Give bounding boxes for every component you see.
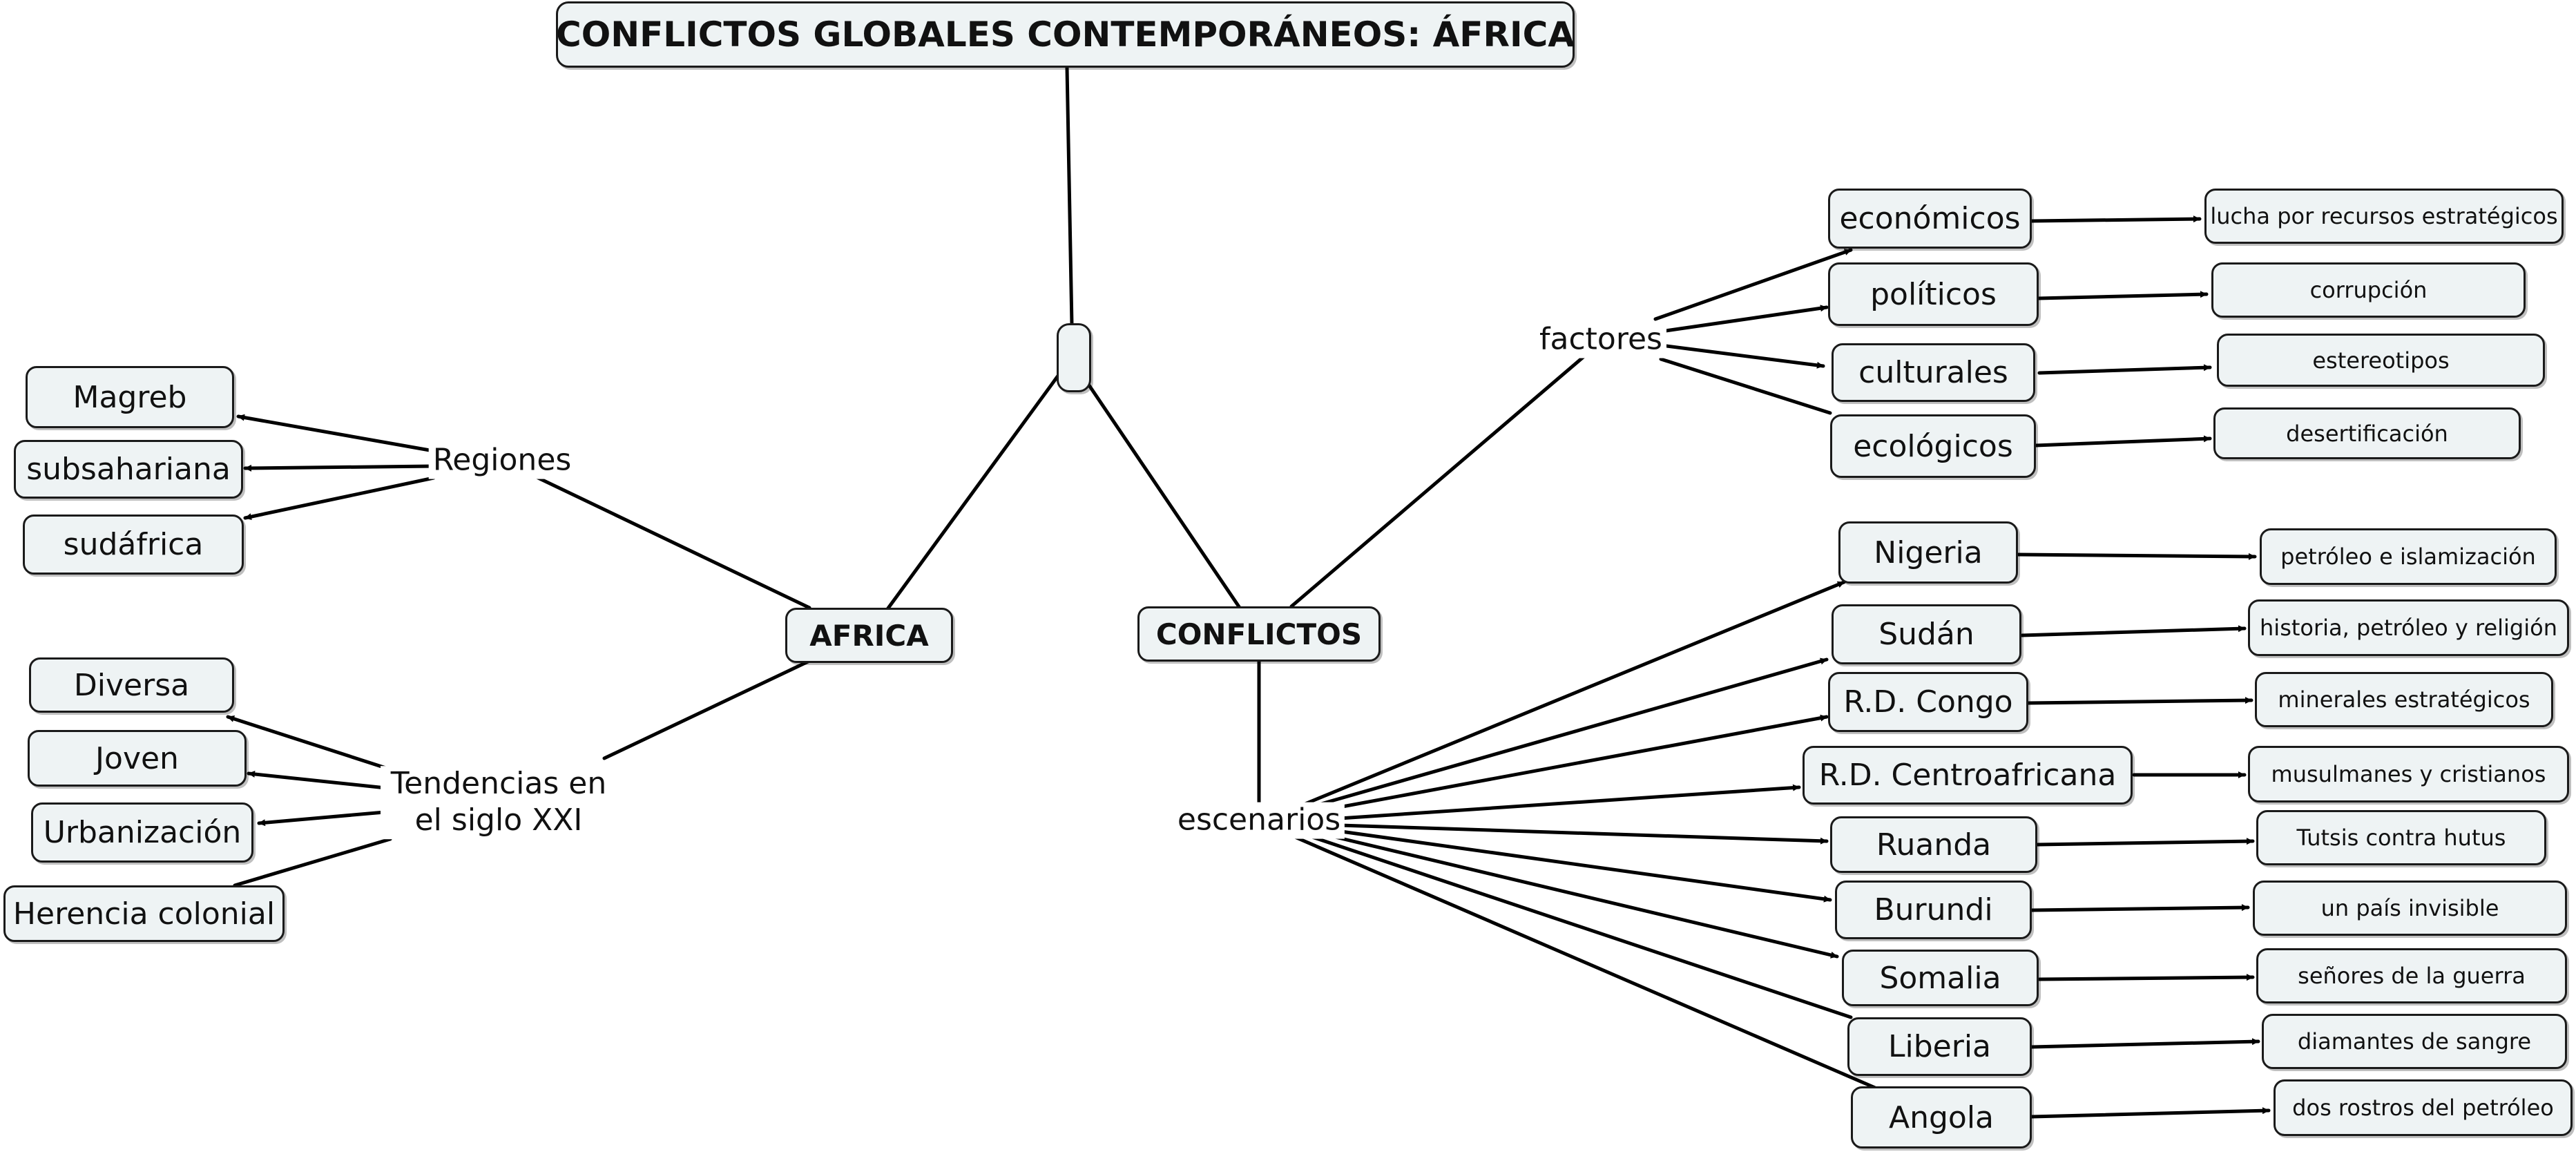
arrow-burundi-detail [2030, 904, 2250, 912]
factor-detail-economicos: lucha por recursos estratégicos [2204, 189, 2564, 244]
arrow-somalia-detail [2037, 974, 2255, 981]
tendencia-herencia-colonial: Herencia colonial [3, 885, 285, 942]
escenario-somalia: Somalia [1842, 950, 2039, 1006]
factores-label: factores [1535, 321, 1666, 358]
region-sudafrica: sudáfrica [23, 515, 244, 575]
arrow-tendencias-urbanizacion [257, 809, 394, 827]
arrow-escenarios-centroafricana [1338, 784, 1801, 820]
escenario-nigeria: Nigeria [1838, 521, 2018, 584]
arrow-escenarios-congo [1303, 714, 1829, 816]
arrow-escenarios-somalia [1327, 834, 1839, 959]
region-subsahariana: subsahariana [14, 440, 243, 499]
arrow-escenarios-nigeria [1296, 580, 1846, 809]
link-hub-africa [885, 371, 1062, 611]
escenario-rd-centroafricana: R.D. Centroafricana [1803, 746, 2133, 805]
arrow-economicos-detail [2030, 215, 2202, 223]
factor-politicos: políticos [1828, 262, 2039, 326]
region-magreb: Magreb [26, 366, 234, 428]
escenario-rd-congo: R.D. Congo [1828, 672, 2028, 732]
arrow-regiones-subsahariana [243, 464, 436, 472]
escenario-angola: Angola [1851, 1086, 2032, 1148]
link-africa-tendencias [602, 660, 810, 760]
escenario-detail-sudan: historia, petróleo y religión [2248, 599, 2569, 656]
arrow-regiones-magreb [236, 414, 436, 453]
factor-detail-politicos: corrupción [2211, 262, 2526, 318]
link-factores-ecologicos [1659, 357, 1832, 415]
arrow-tendencias-diversa [226, 715, 394, 772]
map-title: CONFLICTOS GLOBALES CONTEMPORÁNEOS: ÁFRI… [556, 1, 1575, 68]
escenario-detail-burundi: un país invisible [2253, 881, 2567, 936]
arrow-congo-detail [2026, 697, 2253, 705]
arrow-escenarios-ruanda [1338, 823, 1829, 845]
arrow-politicos-detail [2037, 291, 2209, 300]
hub-node [1057, 323, 1091, 392]
escenario-detail-somalia: señores de la guerra [2256, 948, 2567, 1003]
link-escenarios-angola [1293, 835, 1877, 1090]
escenario-detail-nigeria: petróleo e islamización [2260, 528, 2557, 585]
arrow-escenarios-burundi [1334, 829, 1832, 903]
arrow-factores-culturales [1659, 343, 1825, 369]
escenario-detail-angola: dos rostros del petróleo [2274, 1079, 2573, 1136]
escenarios-label: escenarios [1173, 802, 1345, 839]
africa-node: AFRICA [785, 608, 953, 663]
escenario-detail-rd-centroafricana: musulmanes y cristianos [2248, 746, 2569, 802]
conflictos-node: CONFLICTOS [1137, 606, 1381, 662]
arrow-tendencias-joven [247, 770, 394, 791]
arrow-escenarios-sudan [1300, 657, 1829, 811]
tendencias-label: Tendencias en el siglo XXI [381, 766, 617, 839]
escenario-ruanda: Ruanda [1830, 816, 2037, 873]
arrow-nigeria-detail [2016, 552, 2257, 560]
factor-culturales: culturales [1832, 343, 2035, 402]
factor-detail-culturales: estereotipos [2217, 334, 2545, 387]
regiones-label: Regiones [428, 442, 576, 479]
link-hub-conflictos [1086, 381, 1242, 610]
link-tendencias-herencia [233, 837, 392, 887]
link-title-hub [1065, 66, 1074, 327]
factor-economicos: económicos [1828, 189, 2032, 249]
link-africa-regiones [533, 474, 811, 610]
escenario-detail-rd-congo: minerales estratégicos [2255, 672, 2553, 727]
factor-ecologicos: ecológicos [1830, 414, 2036, 478]
escenario-sudan: Sudán [1832, 604, 2021, 664]
arrow-ruanda-detail [2035, 838, 2255, 847]
link-conflictos-factores [1289, 354, 1587, 608]
factor-detail-ecologicos: desertificación [2213, 407, 2521, 459]
arrow-sudan-detail [2020, 625, 2247, 637]
tendencia-urbanizacion: Urbanización [31, 802, 253, 863]
link-escenarios-liberia [1310, 835, 1853, 1019]
escenario-detail-ruanda: Tutsis contra hutus [2256, 810, 2546, 865]
tendencia-diversa: Diversa [29, 657, 234, 713]
escenario-liberia: Liberia [1847, 1017, 2032, 1076]
arrow-culturales-detail [2037, 364, 2212, 375]
arrow-ecologicos-detail [2034, 435, 2212, 448]
tendencia-joven: Joven [28, 730, 247, 787]
arrow-factores-economicos [1653, 248, 1853, 321]
escenario-burundi: Burundi [1835, 881, 2032, 939]
arrow-angola-detail [2030, 1107, 2271, 1119]
escenario-detail-liberia: diamantes de sangre [2262, 1014, 2567, 1069]
arrow-regiones-sudafrica [243, 476, 436, 521]
arrow-liberia-detail [2030, 1038, 2260, 1049]
arrow-factores-politicos [1659, 305, 1829, 334]
